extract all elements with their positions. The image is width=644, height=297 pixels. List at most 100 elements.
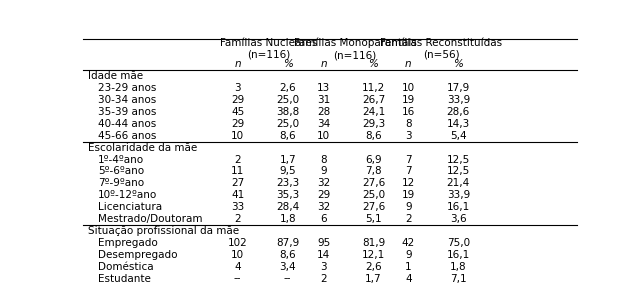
Text: 75,0: 75,0 — [447, 238, 470, 248]
Text: 7,8: 7,8 — [365, 167, 382, 176]
Text: 2: 2 — [405, 214, 412, 224]
Text: Doméstica: Doméstica — [98, 262, 153, 272]
Text: 1,7: 1,7 — [365, 274, 382, 284]
Text: 14: 14 — [317, 250, 330, 260]
Text: n: n — [405, 59, 412, 69]
Text: Estudante: Estudante — [98, 274, 151, 284]
Text: 29: 29 — [231, 119, 244, 129]
Text: 8: 8 — [320, 155, 327, 165]
Text: 2,6: 2,6 — [279, 83, 296, 93]
Text: 4: 4 — [405, 274, 412, 284]
Text: 10: 10 — [317, 131, 330, 141]
Text: 12,5: 12,5 — [447, 155, 470, 165]
Text: 7,1: 7,1 — [450, 274, 467, 284]
Text: 9,5: 9,5 — [279, 167, 296, 176]
Text: 34: 34 — [317, 119, 330, 129]
Text: 27: 27 — [231, 178, 244, 188]
Text: 33,9: 33,9 — [447, 190, 470, 200]
Text: 11,2: 11,2 — [362, 83, 385, 93]
Text: 40-44 anos: 40-44 anos — [98, 119, 156, 129]
Text: 38,8: 38,8 — [276, 107, 299, 117]
Text: 33: 33 — [231, 202, 244, 212]
Text: 23-29 anos: 23-29 anos — [98, 83, 156, 93]
Text: Desempregado: Desempregado — [98, 250, 178, 260]
Text: 7: 7 — [405, 167, 412, 176]
Text: 45-66 anos: 45-66 anos — [98, 131, 156, 141]
Text: n: n — [320, 59, 327, 69]
Text: 28,4: 28,4 — [276, 202, 299, 212]
Text: --: -- — [284, 274, 291, 284]
Text: 95: 95 — [317, 238, 330, 248]
Text: 8,6: 8,6 — [279, 250, 296, 260]
Text: 13: 13 — [317, 83, 330, 93]
Text: 35-39 anos: 35-39 anos — [98, 107, 156, 117]
Text: 10: 10 — [231, 250, 244, 260]
Text: 16: 16 — [402, 107, 415, 117]
Text: Idade mãe: Idade mãe — [88, 71, 143, 81]
Text: --: -- — [234, 274, 242, 284]
Text: %: % — [283, 59, 292, 69]
Text: 7: 7 — [405, 155, 412, 165]
Text: %: % — [368, 59, 379, 69]
Text: 23,3: 23,3 — [276, 178, 299, 188]
Text: Famílias Reconstituídas
(n=56): Famílias Reconstituídas (n=56) — [380, 38, 502, 60]
Text: 12,1: 12,1 — [362, 250, 385, 260]
Text: Empregado: Empregado — [98, 238, 158, 248]
Text: 32: 32 — [317, 202, 330, 212]
Text: 16,1: 16,1 — [447, 250, 470, 260]
Text: 9: 9 — [405, 250, 412, 260]
Text: Escolaridade da mãe: Escolaridade da mãe — [88, 143, 197, 153]
Text: 21,4: 21,4 — [447, 178, 470, 188]
Text: 9: 9 — [405, 202, 412, 212]
Text: 3: 3 — [405, 131, 412, 141]
Text: Famílias Monoparentais
(n=116): Famílias Monoparentais (n=116) — [294, 37, 417, 60]
Text: Famílias Nucleares
(n=116): Famílias Nucleares (n=116) — [220, 38, 317, 60]
Text: 42: 42 — [402, 238, 415, 248]
Text: 5,4: 5,4 — [450, 131, 467, 141]
Text: 27,6: 27,6 — [362, 178, 385, 188]
Text: 10: 10 — [231, 131, 244, 141]
Text: 35,3: 35,3 — [276, 190, 299, 200]
Text: 32: 32 — [317, 178, 330, 188]
Text: 19: 19 — [402, 190, 415, 200]
Text: 2: 2 — [320, 274, 327, 284]
Text: 2,6: 2,6 — [365, 262, 382, 272]
Text: 14,3: 14,3 — [447, 119, 470, 129]
Text: %: % — [453, 59, 463, 69]
Text: 25,0: 25,0 — [362, 190, 385, 200]
Text: 10: 10 — [402, 83, 415, 93]
Text: 27,6: 27,6 — [362, 202, 385, 212]
Text: 8,6: 8,6 — [365, 131, 382, 141]
Text: 102: 102 — [228, 238, 247, 248]
Text: 87,9: 87,9 — [276, 238, 299, 248]
Text: 6: 6 — [320, 214, 327, 224]
Text: 24,1: 24,1 — [362, 107, 385, 117]
Text: 29: 29 — [231, 95, 244, 105]
Text: 6,9: 6,9 — [365, 155, 382, 165]
Text: 2: 2 — [234, 155, 241, 165]
Text: 33,9: 33,9 — [447, 95, 470, 105]
Text: 81,9: 81,9 — [362, 238, 385, 248]
Text: 3,4: 3,4 — [279, 262, 296, 272]
Text: 2: 2 — [234, 214, 241, 224]
Text: 1,7: 1,7 — [279, 155, 296, 165]
Text: 26,7: 26,7 — [362, 95, 385, 105]
Text: 10º-12ºano: 10º-12ºano — [98, 190, 157, 200]
Text: 9: 9 — [320, 167, 327, 176]
Text: 12: 12 — [402, 178, 415, 188]
Text: Mestrado/Doutoram: Mestrado/Doutoram — [98, 214, 202, 224]
Text: 16,1: 16,1 — [447, 202, 470, 212]
Text: 1,8: 1,8 — [450, 262, 467, 272]
Text: 5,1: 5,1 — [365, 214, 382, 224]
Text: 25,0: 25,0 — [276, 119, 299, 129]
Text: 28: 28 — [317, 107, 330, 117]
Text: Licenciatura: Licenciatura — [98, 202, 162, 212]
Text: 7º-9ºano: 7º-9ºano — [98, 178, 144, 188]
Text: 25,0: 25,0 — [276, 95, 299, 105]
Text: 28,6: 28,6 — [447, 107, 470, 117]
Text: 4: 4 — [234, 262, 241, 272]
Text: n: n — [234, 59, 241, 69]
Text: 41: 41 — [231, 190, 244, 200]
Text: Situação profissional da mãe: Situação profissional da mãe — [88, 226, 239, 236]
Text: 19: 19 — [402, 95, 415, 105]
